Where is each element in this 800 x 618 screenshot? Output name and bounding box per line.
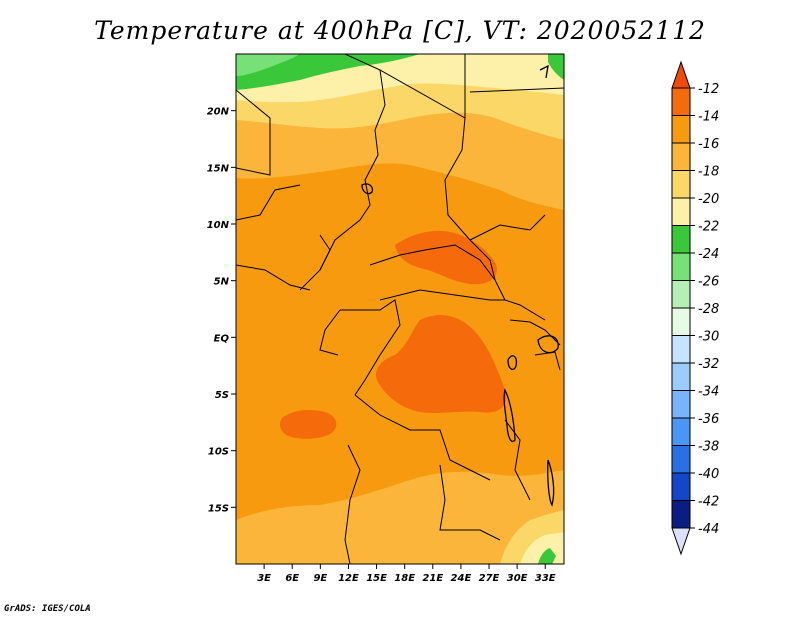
border-chad-sudan bbox=[379, 69, 496, 281]
border-car bbox=[369, 244, 546, 321]
lon-tick-label: 6E bbox=[285, 573, 299, 584]
colorbar-label: -30 bbox=[698, 330, 719, 345]
colorbar-swatch bbox=[671, 472, 691, 501]
colorbar-label: -36 bbox=[698, 412, 719, 427]
colorbar-label: -34 bbox=[698, 385, 719, 400]
lon-tick-label: 15E bbox=[366, 573, 387, 584]
colorbar-swatch bbox=[671, 87, 691, 116]
colorbar-label: -42 bbox=[698, 495, 719, 510]
lat-tick-label: EQ bbox=[214, 333, 230, 344]
colorbar-label: -14 bbox=[698, 110, 719, 125]
field-warm-car bbox=[395, 230, 497, 285]
border-congo bbox=[340, 299, 401, 396]
border-w-sahel bbox=[236, 89, 271, 176]
field-cold-nw-light bbox=[236, 54, 300, 76]
country-borders bbox=[236, 54, 564, 564]
colorbar-bottom-arrow bbox=[671, 527, 691, 556]
colorbar-swatch bbox=[671, 362, 691, 391]
lon-tick-label: 18E bbox=[394, 573, 415, 584]
colorbar-swatch bbox=[671, 170, 691, 199]
colorbar-label: -26 bbox=[698, 275, 719, 290]
border-kenya bbox=[534, 351, 561, 371]
lon-tick-label: 9E bbox=[313, 573, 327, 584]
field-warm-congo bbox=[375, 315, 507, 413]
lakes bbox=[361, 64, 559, 507]
lon-tick-label: 30E bbox=[507, 573, 528, 584]
lat-tick-label: 10N bbox=[207, 220, 230, 231]
lon-tick-label: 33E bbox=[535, 573, 556, 584]
colorbar-label: -38 bbox=[698, 440, 719, 455]
colorbar-swatch bbox=[671, 280, 691, 309]
colorbar-label: -28 bbox=[698, 302, 719, 317]
colorbar: -12 -14 -16 -18 -20 -22 -24 -26 -28 -30 -32 -34 -36 -… bbox=[671, 60, 719, 556]
border-drc-angola bbox=[354, 394, 491, 481]
border-gabon bbox=[319, 309, 341, 356]
border-sudan-ssudan bbox=[469, 214, 546, 241]
colorbar-label: -24 bbox=[698, 247, 719, 262]
lake-chad bbox=[361, 183, 374, 195]
map-title: Temperature at 400hPa [C], VT: 202005211… bbox=[94, 16, 706, 45]
colorbar-swatch bbox=[671, 445, 691, 474]
lat-tick-label: 15S bbox=[208, 503, 229, 514]
coast-ne bbox=[539, 64, 549, 79]
lake-tanganyika bbox=[503, 388, 516, 443]
field-warm-angola bbox=[280, 410, 337, 439]
lon-tick-label: 3E bbox=[257, 573, 271, 584]
colorbar-label: -16 bbox=[698, 137, 719, 152]
colorbar-label: -40 bbox=[698, 467, 719, 482]
colorbar-label: -22 bbox=[698, 220, 719, 235]
field-cold-ne bbox=[548, 54, 564, 80]
field-cold-se bbox=[538, 548, 556, 564]
colorbar-swatch bbox=[671, 252, 691, 281]
latitude-axis: 20N 15N 10N 5N EQ 5S 10S 15S bbox=[207, 107, 236, 514]
lat-tick-label: 15N bbox=[207, 163, 230, 174]
colorbar-swatch bbox=[671, 335, 691, 364]
lake-victoria bbox=[537, 335, 559, 354]
colorbar-swatch bbox=[671, 390, 691, 419]
temperature-field bbox=[236, 54, 564, 564]
longitude-axis: 3E 6E 9E 12E 15E 18E 21E 24E 27E 30E 33E bbox=[257, 564, 556, 584]
border-egypt-sudan bbox=[469, 87, 564, 93]
credit-text: GrADS: IGES/COLA bbox=[4, 604, 91, 614]
colorbar-label: -32 bbox=[698, 357, 719, 372]
colorbar-swatch bbox=[671, 307, 691, 336]
lat-tick-label: 5S bbox=[215, 390, 229, 401]
colorbar-swatch bbox=[671, 225, 691, 254]
border-uganda bbox=[509, 319, 561, 346]
border-nig-cam bbox=[319, 234, 331, 271]
border-tanzania bbox=[504, 419, 531, 501]
lon-tick-label: 24E bbox=[451, 573, 472, 584]
colorbar-label: -44 bbox=[698, 522, 719, 537]
lon-tick-label: 12E bbox=[338, 573, 359, 584]
field-band-s16 bbox=[236, 470, 564, 564]
border-zambia bbox=[439, 464, 501, 541]
colorbar-swatch bbox=[671, 500, 691, 529]
colorbar-swatch bbox=[671, 142, 691, 171]
border-car-drc bbox=[379, 289, 505, 301]
lake-malawi bbox=[547, 459, 555, 507]
colorbar-label: -12 bbox=[698, 82, 719, 97]
lon-tick-label: 27E bbox=[479, 573, 500, 584]
colorbar-label: -20 bbox=[698, 192, 719, 207]
border-nigeria bbox=[236, 184, 301, 221]
lat-tick-label: 5N bbox=[214, 277, 230, 288]
colorbar-top-arrow bbox=[671, 60, 691, 89]
border-coast-w bbox=[236, 264, 311, 291]
lon-tick-label: 21E bbox=[422, 573, 443, 584]
border-angola-w bbox=[344, 444, 361, 564]
field-cold-nw bbox=[236, 54, 420, 90]
lat-tick-label: 20N bbox=[207, 107, 230, 118]
colorbar-swatch bbox=[671, 197, 691, 226]
colorbar-label: -18 bbox=[698, 165, 719, 180]
colorbar-swatch bbox=[671, 417, 691, 446]
lat-tick-label: 10S bbox=[208, 447, 229, 458]
map-frame bbox=[235, 53, 565, 565]
lake-kivu bbox=[507, 355, 518, 371]
colorbar-swatch bbox=[671, 115, 691, 144]
